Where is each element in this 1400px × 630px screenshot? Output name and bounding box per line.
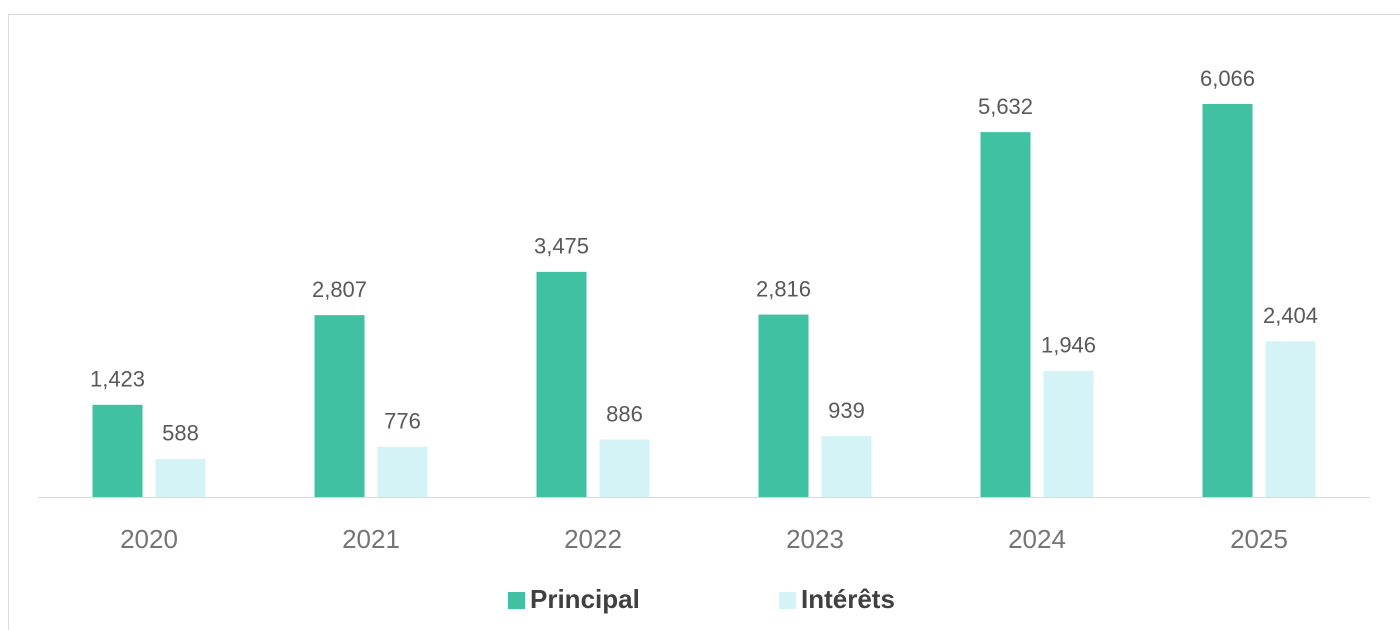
data-label: 2,404 [1263,303,1318,328]
chart-frame [8,14,1400,630]
bar [536,271,587,497]
data-label: 776 [384,409,421,434]
data-label: 2,807 [312,277,367,302]
x-tick-label: 2024 [1008,524,1066,554]
bar [599,439,650,497]
x-tick-label: 2025 [1230,524,1288,554]
bar [314,315,365,497]
bar [1202,104,1253,497]
data-label: 1,946 [1041,333,1096,358]
x-tick-label: 2023 [786,524,844,554]
data-label: 3,475 [534,234,589,259]
data-label: 6,066 [1200,66,1255,91]
data-label: 1,423 [90,367,145,392]
bar [92,404,143,497]
data-label: 2,816 [756,276,811,301]
data-label: 939 [828,398,865,423]
x-tick-label: 2020 [120,524,178,554]
data-label: 588 [162,421,199,446]
data-label: 5,632 [978,94,1033,119]
bar [377,446,428,497]
x-tick-label: 2021 [342,524,400,554]
legend-swatch [508,592,525,609]
bar [821,436,872,497]
bar [155,458,206,497]
legend-swatch [779,592,796,609]
bar [1043,370,1094,497]
legend-label: Principal [530,584,640,614]
bar [1265,341,1316,497]
legend-label: Intérêts [801,584,895,614]
x-tick-label: 2022 [564,524,622,554]
data-label: 886 [606,401,643,426]
bar [758,314,809,497]
bar [980,132,1031,497]
